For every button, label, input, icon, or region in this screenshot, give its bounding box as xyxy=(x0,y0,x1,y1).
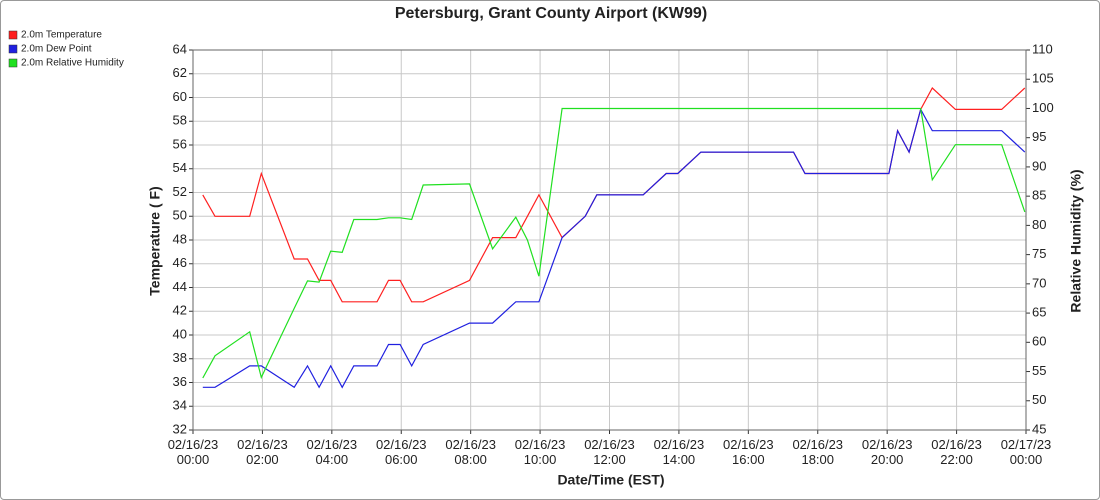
y2-tick-label: 45 xyxy=(1032,421,1046,436)
x-tick-label: 02/16/23 10:00 xyxy=(514,437,566,467)
x-tick-label: 02/16/23 08:00 xyxy=(445,437,496,467)
y-tick-label: 62 xyxy=(173,65,187,80)
y2-tick-label: 50 xyxy=(1032,392,1046,407)
legend-label: 2.0m Dew Point xyxy=(21,44,92,55)
y-tick-label: 54 xyxy=(173,160,187,175)
y-tick-label: 34 xyxy=(173,398,187,413)
y2-tick-label: 100 xyxy=(1032,100,1054,115)
x-tick-label: 02/17/23 00:00 xyxy=(1000,437,1052,467)
y2-tick-label: 110 xyxy=(1032,41,1053,56)
x-tick-label: 02/16/23 12:00 xyxy=(584,437,635,467)
y-tick-label: 48 xyxy=(173,231,187,246)
series-line xyxy=(202,107,1026,389)
x-tick-label: 02/16/23 18:00 xyxy=(792,437,844,467)
x-tick-label: 02/16/23 14:00 xyxy=(653,437,705,467)
y2-tick-label: 85 xyxy=(1032,188,1046,203)
y2-tick-label: 80 xyxy=(1032,217,1046,232)
x-tick-label: 02/16/23 02:00 xyxy=(237,437,288,467)
plot-frame xyxy=(192,49,1027,431)
x-tick-label: 02/16/23 16:00 xyxy=(723,437,774,467)
y2-tick-label: 55 xyxy=(1032,363,1046,378)
y2-tick-label: 75 xyxy=(1032,246,1046,261)
y2-tick-label: 70 xyxy=(1032,275,1046,290)
y-tick-label: 40 xyxy=(173,326,187,341)
legend-swatch xyxy=(8,44,18,54)
x-tick-label: 02/16/23 22:00 xyxy=(931,437,982,467)
series-line xyxy=(202,107,1026,380)
y2-tick-label: 105 xyxy=(1032,71,1054,86)
x-axis-label: Date/Time (EST) xyxy=(557,472,664,488)
y-tick-label: 64 xyxy=(173,41,187,56)
y2-tick-label: 60 xyxy=(1032,334,1046,349)
legend-swatch xyxy=(8,58,18,68)
y-tick-label: 52 xyxy=(173,184,187,199)
y-tick-label: 60 xyxy=(173,89,187,104)
y-tick-label: 32 xyxy=(173,421,187,436)
x-tick-label: 02/16/23 20:00 xyxy=(861,437,913,467)
y-tick-label: 50 xyxy=(173,208,187,223)
y-tick-label: 58 xyxy=(173,113,187,128)
x-tick-label: 02/16/23 04:00 xyxy=(306,437,358,467)
x-tick-label: 02/16/23 06:00 xyxy=(375,437,427,467)
y-tick-label: 36 xyxy=(173,374,187,389)
chart-title: Petersburg, Grant County Airport (KW99) xyxy=(395,5,707,22)
y-tick-label: 42 xyxy=(173,303,187,318)
y-tick-label: 56 xyxy=(173,136,187,151)
y-tick-label: 46 xyxy=(173,255,187,270)
y-tick-label: 44 xyxy=(173,279,187,294)
legend-label: 2.0m Temperature xyxy=(21,30,102,41)
y2-axis-label: Relative Humidity (%) xyxy=(1068,169,1084,312)
x-tick-label: 02/16/23 00:00 xyxy=(167,437,219,467)
y2-tick-label: 65 xyxy=(1032,305,1046,320)
legend-label: 2.0m Relative Humidity xyxy=(21,58,124,69)
y2-tick-label: 95 xyxy=(1032,129,1046,144)
legend-swatch xyxy=(8,30,18,40)
y2-tick-label: 90 xyxy=(1032,158,1046,173)
y-tick-label: 38 xyxy=(173,350,187,365)
y-axis-label: Temperature ( F) xyxy=(147,186,163,295)
